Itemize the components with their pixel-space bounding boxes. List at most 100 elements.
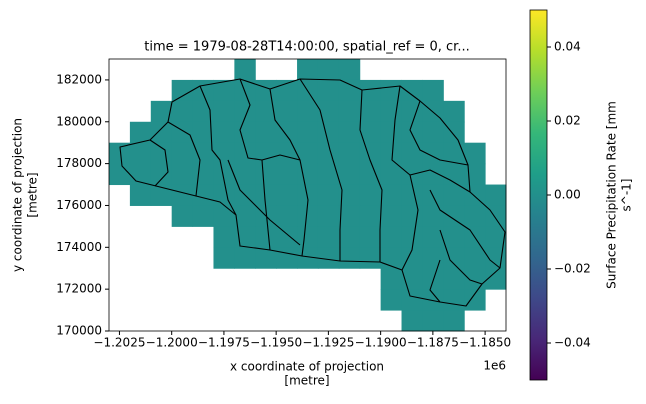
cell — [380, 289, 403, 311]
cell — [234, 247, 256, 269]
cell — [109, 163, 131, 186]
cell — [150, 142, 173, 165]
cell — [485, 184, 507, 206]
cell — [255, 247, 277, 269]
cell — [317, 142, 340, 165]
cell — [150, 100, 173, 123]
cell — [255, 100, 277, 123]
cell — [150, 163, 173, 186]
cell — [443, 142, 465, 165]
colorbar — [529, 9, 548, 381]
cell — [171, 205, 194, 227]
cell — [359, 205, 382, 227]
cell — [213, 79, 235, 102]
cell — [213, 226, 235, 248]
cell — [380, 121, 403, 144]
colorbar-tick-label: 0.02 — [554, 114, 581, 128]
cell — [422, 226, 444, 248]
cell — [213, 205, 235, 227]
colorbar-label: s^-1] — [620, 179, 634, 212]
x-axis-label: x coordinate of projection — [230, 360, 384, 374]
cell — [380, 79, 403, 102]
cell — [213, 142, 235, 165]
cell — [234, 163, 256, 186]
cell — [401, 184, 423, 206]
cell — [464, 142, 486, 165]
cell — [338, 205, 361, 227]
cell — [380, 142, 403, 165]
cell — [171, 121, 194, 144]
cell — [380, 205, 403, 227]
y-tick-label: 176000 — [56, 198, 102, 212]
cell — [317, 121, 340, 144]
cell — [401, 247, 423, 269]
cell — [192, 142, 214, 165]
cell — [422, 205, 444, 227]
cell — [192, 121, 214, 144]
cell — [464, 163, 486, 186]
cell — [297, 100, 319, 123]
cell — [213, 247, 235, 269]
cell — [443, 289, 465, 311]
cell — [380, 268, 403, 290]
cell — [422, 163, 444, 186]
cell — [443, 247, 465, 269]
chart-title: time = 1979-08-28T14:00:00, spatial_ref … — [144, 40, 469, 55]
cell — [297, 205, 319, 227]
cell — [234, 121, 256, 144]
outline — [119, 78, 506, 307]
cell — [443, 184, 465, 206]
cell — [422, 310, 444, 332]
cell — [255, 226, 277, 248]
cell — [234, 59, 256, 81]
cell — [422, 289, 444, 311]
cell — [317, 247, 340, 269]
x-tick-label: −1.1875 — [407, 336, 459, 350]
cell — [338, 163, 361, 186]
cell — [255, 184, 277, 206]
cell — [380, 100, 403, 123]
cell — [338, 121, 361, 144]
cell — [192, 163, 214, 186]
cell — [359, 163, 382, 186]
cell — [129, 184, 152, 206]
cell — [297, 184, 319, 206]
x-offset-label: 1e6 — [483, 359, 506, 373]
raster — [109, 59, 507, 332]
cell — [485, 226, 507, 248]
cell — [129, 121, 152, 144]
y-axis-label: y coordinate of projection — [11, 118, 25, 272]
cell — [359, 100, 382, 123]
cell — [297, 59, 319, 81]
cell — [380, 226, 403, 248]
cell — [317, 59, 340, 81]
cell — [359, 247, 382, 269]
y-tick-label: 174000 — [56, 240, 102, 254]
cell — [401, 79, 423, 102]
cell — [338, 184, 361, 206]
cell — [401, 310, 423, 332]
cell — [401, 121, 423, 144]
cell — [338, 247, 361, 269]
cell — [359, 184, 382, 206]
cell — [317, 100, 340, 123]
x-axis-label: [metre] — [284, 374, 329, 388]
cell — [464, 289, 486, 311]
x-tick-label: −1.1850 — [459, 336, 511, 350]
cell — [255, 142, 277, 165]
cell — [338, 79, 361, 102]
cell — [234, 100, 256, 123]
axes-frame — [108, 58, 507, 332]
cell — [297, 142, 319, 165]
cell — [380, 247, 403, 269]
x-tick-label: −1.2000 — [146, 336, 198, 350]
cell — [255, 163, 277, 186]
cell — [359, 226, 382, 248]
colorbar-tick-label: 0.04 — [554, 40, 581, 54]
x-tick-label: −1.1925 — [302, 336, 354, 350]
colorbar-tick-label: −0.02 — [554, 262, 591, 276]
cell — [276, 163, 298, 186]
cell — [317, 163, 340, 186]
cell — [297, 163, 319, 186]
